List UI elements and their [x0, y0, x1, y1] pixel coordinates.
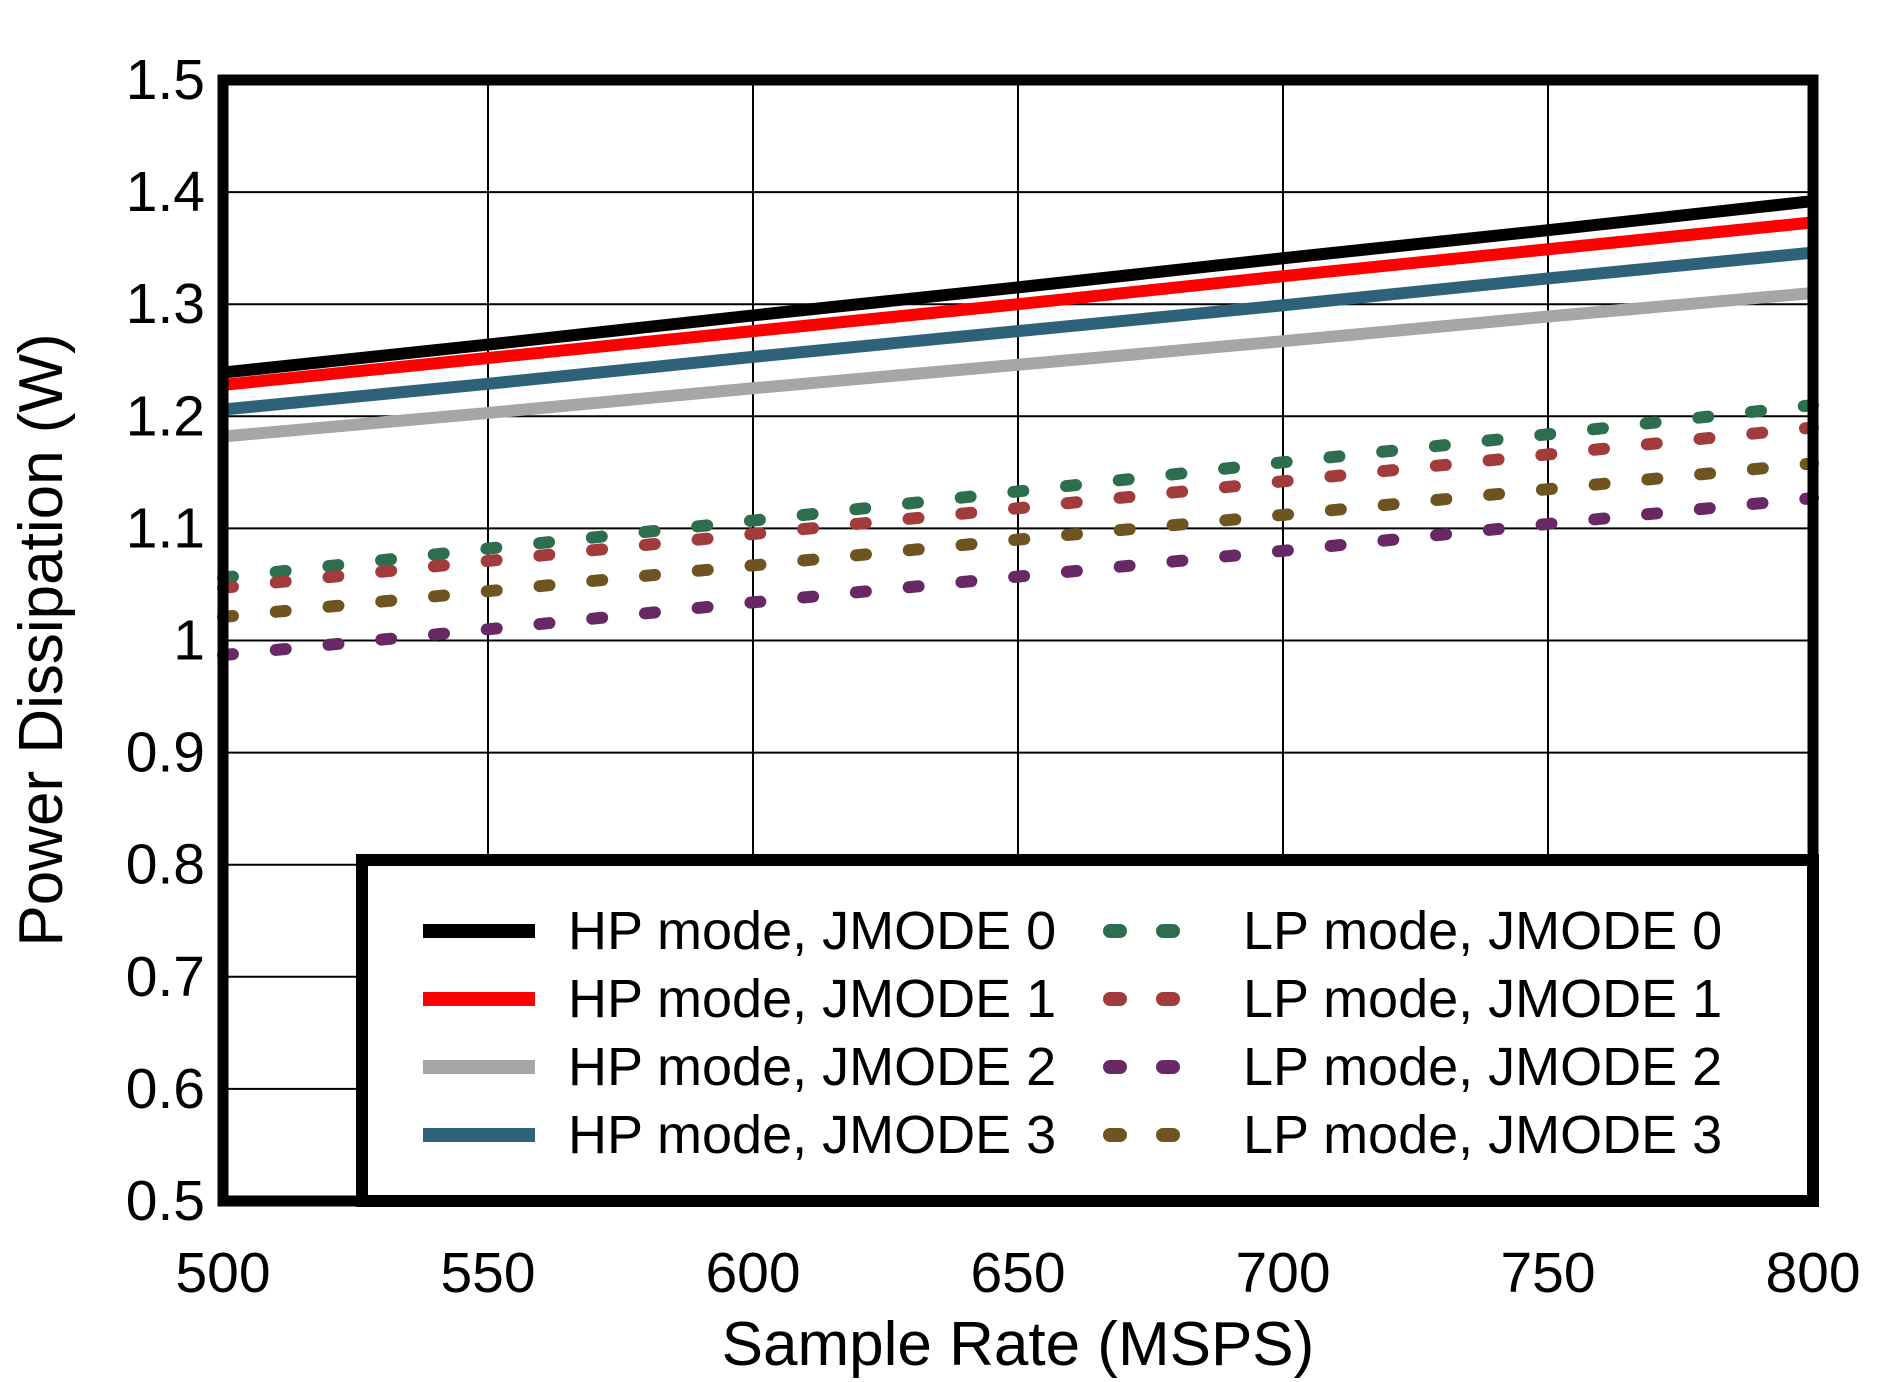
- y-tick-label: 0.5: [126, 1169, 205, 1233]
- legend: HP mode, JMODE 0 HP mode, JMODE 1 HP mode,…: [356, 854, 1819, 1207]
- series-line-hp-mode-jmode-2: [222, 287, 1814, 443]
- y-tick-label: 1: [173, 609, 205, 673]
- legend-label-lp-mode-jmode-3: LP mode, JMODE 3: [1243, 1105, 1722, 1165]
- x-tick-label: 800: [1765, 1241, 1860, 1305]
- series-line-lp-mode-jmode-0: [217, 399, 1819, 584]
- x-tick-label: 550: [440, 1241, 535, 1305]
- y-tick-label: 1.3: [126, 272, 205, 336]
- y-axis-title: Power Dissipation (W): [7, 333, 76, 946]
- tick-layer: 500 550 600 650 700 750 800 0.5 0.6 0.7 0.8 0.9 1 1.1…: [126, 48, 1861, 1305]
- legend-label-hp-mode-jmode-0: HP mode, JMODE 0: [568, 901, 1056, 961]
- x-tick-label: 600: [705, 1241, 800, 1305]
- x-tick-label: 700: [1235, 1241, 1330, 1305]
- series-line-lp-mode-jmode-2: [217, 492, 1819, 662]
- series-line-lp-mode-jmode-3: [217, 457, 1819, 623]
- legend-label-hp-mode-jmode-2: HP mode, JMODE 2: [568, 1037, 1056, 1097]
- series-line-hp-mode-jmode-3: [222, 246, 1814, 416]
- x-axis-title: Sample Rate (MSPS): [722, 1310, 1315, 1379]
- y-tick-label: 0.8: [126, 833, 205, 897]
- y-tick-label: 0.7: [126, 945, 205, 1009]
- y-tick-label: 0.9: [126, 721, 205, 785]
- y-tick-label: 1.4: [126, 160, 205, 224]
- y-tick-label: 1.2: [126, 384, 205, 448]
- series-layer: [217, 195, 1819, 662]
- legend-label-lp-mode-jmode-2: LP mode, JMODE 2: [1243, 1037, 1722, 1097]
- legend-label-hp-mode-jmode-3: HP mode, JMODE 3: [568, 1105, 1056, 1165]
- x-tick-label: 650: [970, 1241, 1065, 1305]
- legend-label-lp-mode-jmode-0: LP mode, JMODE 0: [1243, 901, 1722, 961]
- y-tick-label: 1.1: [126, 496, 205, 560]
- x-tick-label: 750: [1500, 1241, 1595, 1305]
- series-line-hp-mode-jmode-0: [222, 195, 1814, 379]
- legend-box: [356, 854, 1819, 1207]
- x-tick-label: 500: [175, 1241, 270, 1305]
- y-tick-label: 0.6: [126, 1057, 205, 1121]
- legend-label-hp-mode-jmode-1: HP mode, JMODE 1: [568, 969, 1056, 1029]
- legend-label-lp-mode-jmode-1: LP mode, JMODE 1: [1243, 969, 1722, 1029]
- series-line-hp-mode-jmode-1: [222, 216, 1814, 391]
- y-tick-label: 1.5: [126, 48, 205, 112]
- series-line-lp-mode-jmode-1: [217, 421, 1819, 594]
